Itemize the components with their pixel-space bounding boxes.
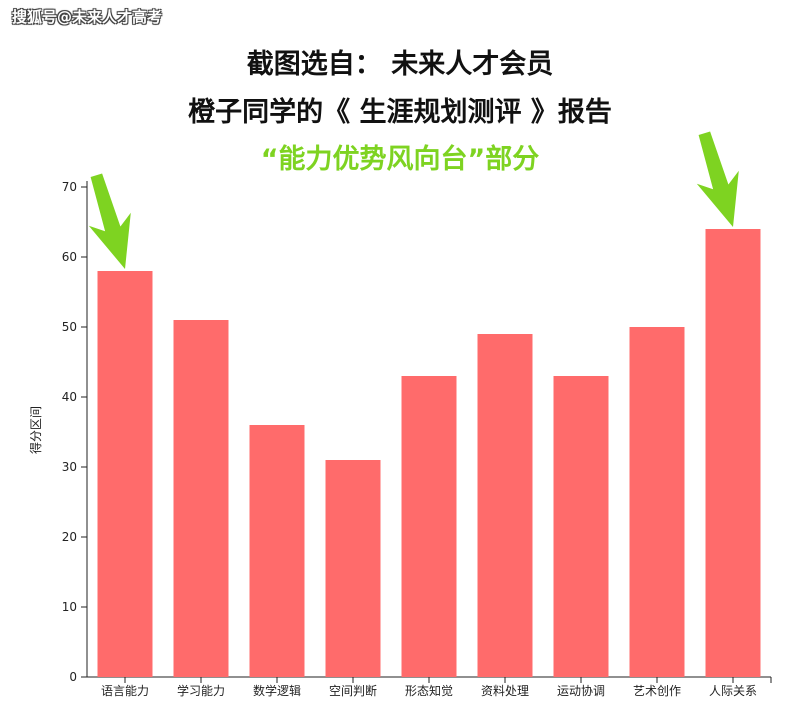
y-tick-label: 60 [62,250,77,264]
x-tick-label: 艺术创作 [633,684,681,698]
x-tick-label: 人际关系 [709,684,757,698]
watermark: 搜狐号@未来人才高考 [12,8,163,26]
bar [325,460,381,677]
title-line-3: “能力优势风向台”部分 [260,144,540,175]
bar [629,327,685,677]
y-tick-label: 50 [62,320,77,334]
title-line-2: 橙子同学的《 生涯规划测评 》报告 [188,97,612,128]
y-axis-label: 得分区间 [28,406,43,454]
y-tick-label: 20 [62,530,77,544]
y-tick-label: 40 [62,390,77,404]
x-tick-label: 形态知觉 [405,684,453,698]
bar [553,376,609,677]
bar [249,425,305,677]
y-tick-label: 70 [62,180,77,194]
bar [97,271,153,677]
bar [705,229,761,677]
x-tick-label: 语言能力 [101,684,149,698]
x-tick-label: 学习能力 [177,683,225,698]
highlight-arrow-icon [696,131,739,227]
bar [401,376,457,677]
x-tick-label: 资料处理 [481,684,529,698]
bar [477,334,533,677]
x-tick-label: 数学逻辑 [253,683,301,698]
x-tick-label: 空间判断 [329,683,377,698]
y-tick-label: 30 [62,460,77,474]
x-tick-label: 运动协调 [557,683,605,698]
y-tick-label: 0 [69,670,77,684]
highlight-arrow-icon [88,173,131,269]
title-line-1: 截图选自： 未来人才会员 [246,49,554,80]
y-tick-label: 10 [62,600,77,614]
bar [173,320,229,677]
